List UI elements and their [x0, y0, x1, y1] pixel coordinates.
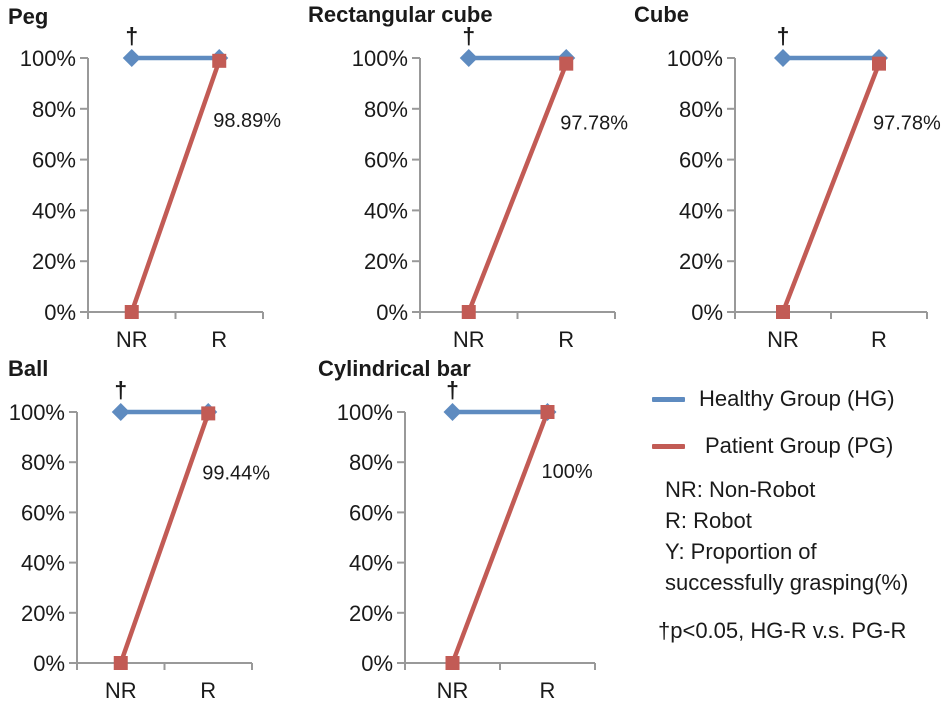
x-category-label: R	[200, 678, 216, 703]
y-tick-label: 0%	[361, 651, 393, 676]
y-tick-label: 60%	[349, 500, 393, 525]
chart-title: Peg	[8, 4, 48, 29]
marker-square	[559, 56, 574, 71]
marker-diamond	[443, 403, 462, 421]
x-category-label: R	[540, 678, 556, 703]
x-category-label: NR	[105, 678, 137, 703]
chart-canvas: Cube 0% 20% 40% 60% 80% 100% NR R † 97.78%	[634, 2, 941, 352]
note-y-line1: Y: Proportion of	[665, 539, 817, 564]
data-label: 99.44%	[202, 462, 270, 484]
y-tick-label: 20%	[364, 249, 408, 274]
y-tick-label: 80%	[349, 450, 393, 475]
marker-square	[124, 305, 139, 319]
significance-dagger: †	[125, 23, 138, 49]
chart-title: Rectangular cube	[308, 2, 493, 27]
pg-line-sample-icon	[652, 443, 685, 449]
legend-panel: Healthy Group (HG) Patient Group (PG) NR…	[620, 350, 942, 707]
y-tick-label: 60%	[32, 148, 76, 173]
y-tick-label: 40%	[679, 198, 723, 223]
x-category-label: NR	[767, 327, 799, 352]
y-tick-label: 0%	[691, 300, 723, 325]
y-tick-label: 20%	[349, 601, 393, 626]
y-tick-label: 40%	[364, 198, 408, 223]
chart-canvas: Peg 0% 20% 40% 60% 80% 100% NR R † 98.89%	[8, 4, 281, 352]
y-tick-label: 80%	[679, 97, 723, 122]
y-tick-label: 0%	[33, 651, 65, 676]
marker-diamond	[774, 49, 792, 67]
chart-cube: Cube 0% 20% 40% 60% 80% 100% NR R † 97.78%	[620, 0, 942, 352]
marker-square	[540, 405, 555, 419]
significance-dagger: †	[446, 377, 459, 403]
series-line-pg	[129, 60, 222, 313]
note-r: R: Robot	[665, 508, 752, 533]
y-tick-label: 80%	[21, 450, 65, 475]
y-tick-label: 40%	[32, 198, 76, 223]
y-tick-label: 20%	[21, 601, 65, 626]
marker-square	[461, 305, 476, 319]
significance-dagger: †	[777, 23, 790, 49]
note-nr: NR: Non-Robot	[665, 477, 816, 502]
y-tick-label: 20%	[32, 249, 76, 274]
y-tick-label: 20%	[679, 249, 723, 274]
chart-title: Cylindrical bar	[318, 356, 471, 381]
data-label: 97.78%	[560, 113, 628, 135]
significance-dagger: †	[462, 23, 475, 49]
y-tick-label: 80%	[364, 97, 408, 122]
hg-line-sample-icon	[652, 396, 685, 402]
significance-dagger: †	[114, 377, 127, 403]
chart-ball: Ball 0% 20% 40% 60% 80% 100% NR R † 99.44%	[0, 350, 300, 707]
note-y-line2: successfully grasping(%)	[665, 570, 909, 595]
marker-square	[201, 406, 216, 421]
marker-square	[445, 656, 460, 670]
marker-diamond	[122, 49, 141, 67]
y-tick-label: 60%	[21, 500, 65, 525]
y-tick-label: 100%	[20, 46, 76, 71]
legend-item-hg: Healthy Group (HG)	[652, 386, 895, 412]
chart-title: Cube	[634, 2, 689, 27]
chart-title: Ball	[8, 356, 48, 381]
y-tick-label: 100%	[667, 46, 723, 71]
y-tick-label: 60%	[364, 148, 408, 173]
data-label: 100%	[542, 461, 593, 483]
y-tick-label: 80%	[32, 97, 76, 122]
y-tick-label: 100%	[337, 400, 393, 425]
marker-square	[776, 305, 790, 319]
y-tick-label: 60%	[679, 148, 723, 173]
y-tick-label: 40%	[21, 551, 65, 576]
y-tick-label: 100%	[9, 400, 65, 425]
y-tick-label: 0%	[376, 300, 408, 325]
data-label: 97.78%	[873, 113, 941, 135]
x-category-label: NR	[116, 327, 148, 352]
chart-canvas: Rectangular cube 0% 20% 40% 60% 80% 100% NR R † 97…	[308, 2, 628, 352]
data-label: 98.89%	[213, 110, 281, 132]
legend-notes: NR: Non-Robot R: Robot Y: Proportion of …	[665, 474, 908, 598]
chart-peg: Peg 0% 20% 40% 60% 80% 100% NR R † 98.89%	[0, 0, 300, 352]
y-tick-label: 100%	[352, 46, 408, 71]
x-category-label: R	[871, 327, 887, 352]
marker-square	[872, 56, 886, 71]
series-line-pg	[780, 62, 882, 313]
chart-cylindrical-bar: Cylindrical bar 0% 20% 40% 60% 80% 100% NR R † 100…	[300, 350, 620, 707]
y-tick-label: 0%	[44, 300, 76, 325]
x-category-label: NR	[437, 678, 469, 703]
marker-square	[113, 656, 128, 670]
legend-item-pg: Patient Group (PG)	[652, 433, 893, 459]
marker-diamond	[459, 49, 478, 67]
x-category-label: NR	[453, 327, 485, 352]
y-tick-label: 40%	[349, 551, 393, 576]
legend-pg-label: Patient Group (PG)	[705, 433, 894, 458]
series-line-pg	[118, 412, 211, 664]
series-line-pg	[450, 411, 550, 664]
chart-canvas: Ball 0% 20% 40% 60% 80% 100% NR R † 99.44%	[8, 356, 270, 703]
chart-canvas: Cylindrical bar 0% 20% 40% 60% 80% 100% NR R † 100…	[318, 356, 596, 703]
marker-diamond	[111, 403, 130, 421]
legend-hg-label: Healthy Group (HG)	[699, 386, 895, 411]
series-line-pg	[466, 62, 569, 313]
significance-note: †p<0.05, HG-R v.s. PG-R	[658, 618, 907, 643]
marker-square	[212, 53, 227, 68]
x-category-label: R	[558, 327, 574, 352]
chart-rectangular-cube: Rectangular cube 0% 20% 40% 60% 80% 100% NR R † 97…	[300, 0, 628, 352]
x-category-label: R	[211, 327, 227, 352]
